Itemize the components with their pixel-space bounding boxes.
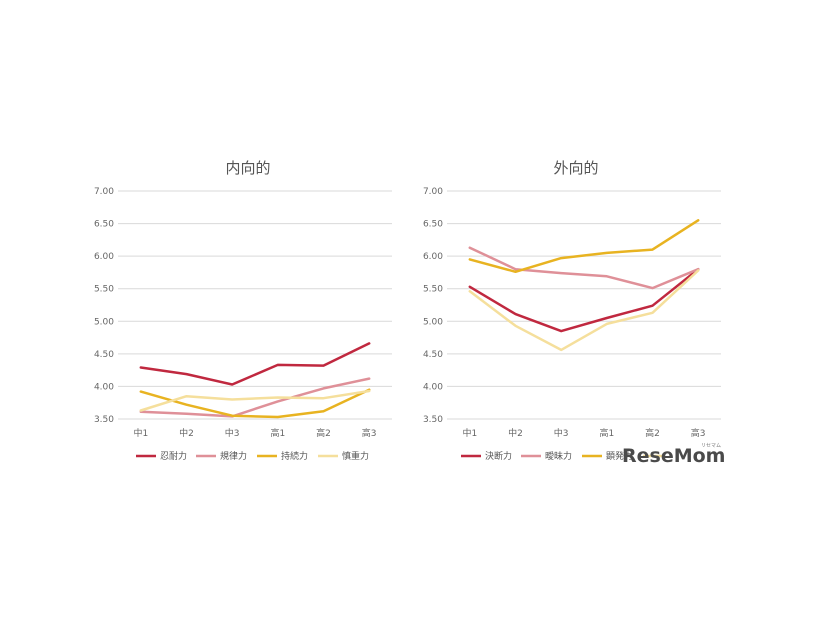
y-tick-label: 6.00	[94, 252, 114, 262]
series-line-3	[468, 219, 700, 274]
resemom-logo: ReseMom リセマム	[622, 443, 725, 467]
x-tick-label: 中2	[508, 427, 523, 439]
chart-title: 内向的	[225, 159, 270, 177]
y-tick-label: 4.50	[94, 350, 114, 360]
y-tick-label: 6.00	[423, 252, 443, 262]
x-tick-label: 中1	[133, 427, 148, 439]
y-tick-label: 5.00	[94, 317, 114, 327]
series-line-4	[468, 269, 700, 352]
y-tick-label: 6.50	[423, 220, 443, 230]
series-line-4	[139, 389, 371, 412]
series-line-1	[468, 267, 700, 333]
chart-extroverted: 外向的 7.00 6.50 6.00 5.50 5.00 4.50 4.00 3.50 中1 中2…	[423, 159, 721, 462]
x-tick-label: 中3	[225, 427, 240, 439]
y-tick-label: 3.50	[94, 415, 114, 425]
y-tick-label: 7.00	[94, 187, 114, 197]
x-tick-label: 高2	[316, 427, 331, 439]
y-tick-label: 5.50	[94, 285, 114, 295]
legend-label: 慎重力	[342, 450, 369, 462]
y-tick-label: 4.00	[94, 382, 114, 392]
series-line-2	[139, 377, 371, 418]
y-tick-label: 3.50	[423, 415, 443, 425]
x-tick-label: 高2	[645, 427, 660, 439]
x-tick-label: 中3	[554, 427, 569, 439]
legend-label: 決断力	[485, 450, 512, 462]
legend-label: 曖昧力	[545, 450, 572, 462]
series-line-3	[139, 388, 371, 419]
y-tick-label: 6.50	[94, 220, 114, 230]
y-tick-label: 4.50	[423, 350, 443, 360]
chart-introverted: 内向的 7.00 6.50 6.00 5.50 5.00 4.50 4.00 3.50 中1 中2…	[94, 159, 392, 462]
y-tick-label: 7.00	[423, 187, 443, 197]
logo-text: ReseMom	[622, 445, 725, 467]
series-line-1	[139, 342, 371, 386]
legend-label: 顕発力	[606, 450, 633, 462]
series-line-2	[468, 246, 700, 290]
chart-title: 外向的	[553, 159, 598, 177]
legend-label: 忍耐力	[160, 450, 187, 462]
x-tick-label: 高1	[270, 427, 285, 439]
x-tick-label: 中1	[462, 427, 477, 439]
legend-label: 持続力	[281, 450, 308, 462]
x-tick-label: 高1	[599, 427, 614, 439]
legend-label: 規律力	[220, 450, 247, 462]
y-tick-label: 4.00	[423, 382, 443, 392]
x-tick-label: 中2	[179, 427, 194, 439]
logo-subtext: リセマム	[701, 443, 721, 449]
y-tick-label: 5.50	[423, 285, 443, 295]
y-tick-label: 5.00	[423, 317, 443, 327]
x-tick-label: 高3	[691, 427, 706, 439]
x-tick-label: 高3	[362, 427, 377, 439]
